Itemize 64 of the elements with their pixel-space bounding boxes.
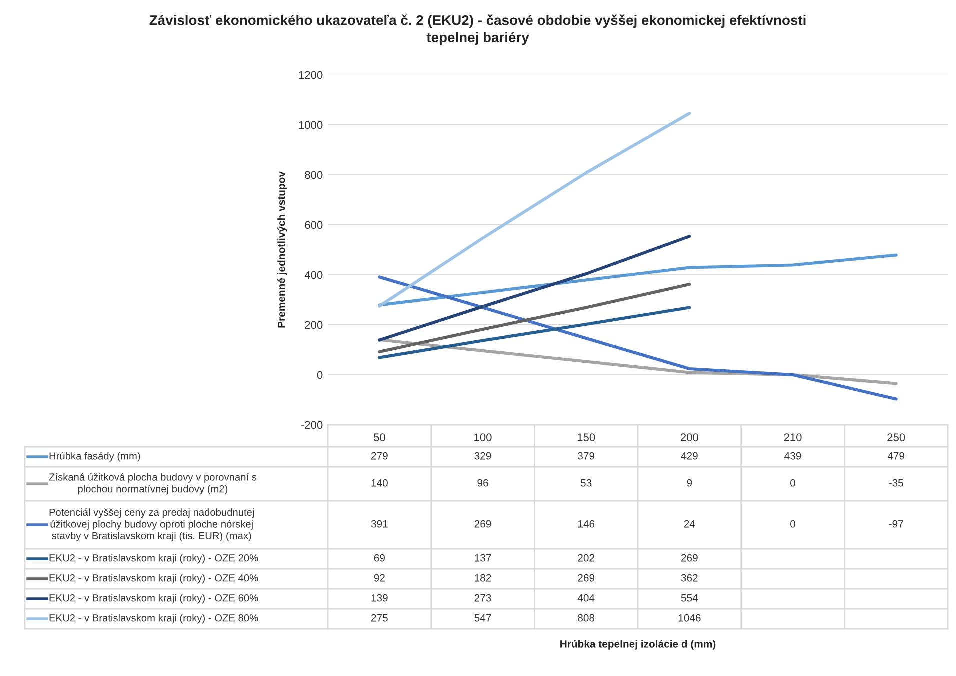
legend-label: EKU2 - v Bratislavskom kraji (roky) - OZE 80%: [50, 614, 258, 624]
line-series: [378, 112, 692, 308]
data-label: 0: [790, 479, 796, 487]
data-label: 140: [372, 479, 388, 487]
data-label: 404: [578, 594, 595, 602]
data-label: 279: [372, 452, 388, 460]
y-tick-label: 400: [304, 271, 323, 280]
data-label: 182: [475, 574, 492, 582]
data-label: 554: [681, 594, 698, 602]
data-label: 808: [578, 614, 595, 622]
data-label: 547: [474, 614, 492, 622]
line-series: [378, 254, 898, 307]
x-tick-label: 210: [784, 434, 802, 442]
x-tick-label: 150: [578, 434, 596, 442]
legend-label: EKU2 - v Bratislavskom kraji (roky) - OZE 40%: [50, 574, 258, 584]
line-series: [378, 276, 898, 401]
data-label: 329: [474, 452, 492, 460]
data-label: 69: [374, 554, 385, 562]
data-label: 273: [474, 594, 492, 602]
legend-label: EKU2 - v Bratislavskom kraji (roky) - OZE 60%: [50, 594, 258, 604]
y-tick-label: -200: [301, 421, 323, 430]
y-axis-title: Premenné jednotlivých vstupov: [278, 172, 288, 328]
data-label: 92: [374, 574, 385, 582]
y-tick-label: 200: [305, 321, 323, 330]
legend-label: EKU2 - v Bratislavskom kraji (roky) - OZE 20%: [50, 554, 258, 564]
y-tick-label: 1200: [299, 71, 323, 80]
x-tick-label: 200: [680, 434, 698, 442]
data-label: 439: [784, 452, 802, 460]
data-label: 275: [372, 614, 388, 622]
y-tick-label: 0: [317, 371, 323, 380]
data-label: -35: [889, 479, 904, 487]
chart-title: Závislosť ekonomického ukazovateľa č. 2 (EKU2) - časové obdobie vyššej ekonomickej efektívnosti tepelnej bariéry: [150, 14, 806, 46]
legend-label: Získaná úžitková plocha budovy v porovnaní s plochou normatívnej budovy (m2): [49, 473, 257, 495]
data-label: 0: [790, 520, 796, 528]
legend-label: Hrúbka fasády (mm): [50, 452, 140, 462]
y-tick-label: 600: [305, 221, 323, 230]
data-label: -97: [889, 520, 904, 528]
legend-label: Potenciál vyššej ceny za predaj nadobudnutej úžitkovej plochy budovy oproti ploche nórskej stavby v Bratislavskom kraji (tis. EUR) (max): [50, 508, 254, 542]
line-series: [378, 306, 692, 360]
data-label: 269: [474, 520, 492, 528]
x-tick-label: 50: [374, 434, 386, 442]
line-series: [378, 282, 692, 354]
data-label: 269: [578, 574, 595, 582]
line-series: [378, 234, 692, 342]
text: Hrúbka tepelnej izolácie d (mm): [560, 640, 716, 650]
data-label: 362: [681, 574, 698, 582]
data-label: 479: [888, 452, 905, 460]
data-label: 137: [475, 554, 492, 562]
data-label: 53: [580, 479, 592, 487]
data-label: 429: [681, 452, 698, 460]
data-label: 202: [578, 554, 594, 562]
data-label: 269: [682, 554, 698, 562]
data-label: 9: [687, 479, 692, 487]
data-label: 379: [578, 452, 595, 460]
x-tick-label: 250: [888, 434, 906, 442]
data-label: 96: [478, 479, 488, 487]
y-tick-label: 1000: [299, 121, 323, 130]
y-tick-label: 800: [305, 171, 323, 180]
data-label: 139: [372, 594, 388, 602]
data-label: 1046: [678, 614, 701, 622]
data-label: 24: [684, 520, 696, 528]
data-label: 391: [371, 520, 388, 528]
data-label: 146: [578, 520, 595, 528]
x-tick-label: 100: [474, 434, 492, 442]
